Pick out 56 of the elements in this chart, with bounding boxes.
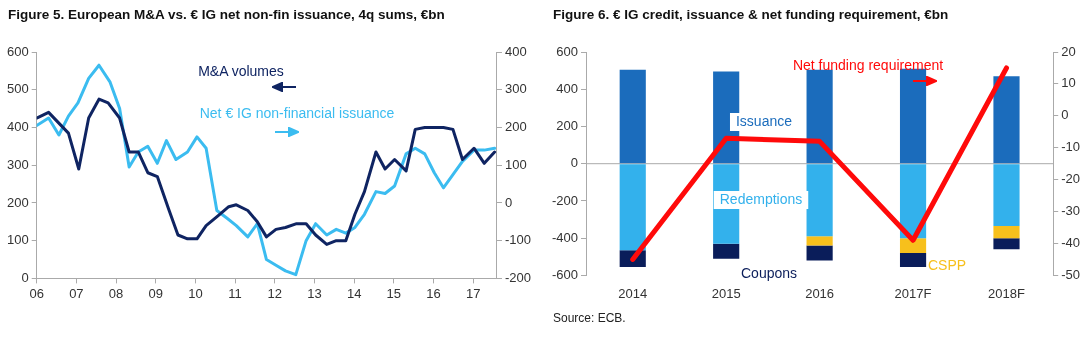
x-tick-label: 15 [386, 285, 402, 301]
x-tick-label: 10 [188, 285, 203, 301]
y2-tick-label: 0 [504, 194, 513, 210]
x-tick-label: 12 [267, 285, 283, 301]
chart-title: Figure 5. European M&A vs. € IG net non-fin issuance, 4q sums, €bn [7, 6, 446, 24]
y-tick-label: -600 [551, 266, 579, 282]
y-tick-label: 0 [570, 155, 579, 171]
x-tick-label: 17 [465, 285, 481, 301]
y2-tick-label: 200 [504, 119, 527, 135]
series-label: Redemptions [719, 190, 803, 207]
y-tick-label: -400 [551, 229, 579, 245]
chart-title: Figure 6. € IG credit, issuance & net funding requirement, €bn [552, 6, 950, 24]
x-tick-label: 2016 [805, 285, 835, 301]
x-tick-label: 11 [228, 285, 242, 301]
series-label: Net € IG non-financial issuance [199, 104, 395, 121]
x-tick-label: 09 [148, 285, 163, 301]
y-tick-label: 100 [6, 232, 29, 248]
x-tick-label: 2015 [711, 285, 741, 301]
y2-tick-label: 0 [1061, 107, 1069, 123]
y2-tick-label: -200 [504, 269, 532, 285]
x-tick-label: 07 [69, 285, 84, 301]
x-tick-label: 2014 [618, 285, 648, 301]
y2-tick-label: -20 [1061, 171, 1081, 187]
y-tick-label: 0 [21, 269, 29, 285]
y2-tick-label: 300 [504, 81, 527, 97]
text: Net funding requirement [792, 56, 944, 73]
source-note: Source: ECB. [552, 310, 627, 325]
y2-tick-label: 400 [504, 43, 527, 59]
y2-tick-label: 100 [504, 156, 527, 172]
y-tick-label: 400 [6, 119, 29, 135]
y-tick-label: 200 [556, 118, 579, 134]
y2-tick-label: -10 [1061, 139, 1081, 155]
y2-tick-label: -30 [1061, 203, 1081, 219]
y2-tick-label: -100 [504, 232, 532, 248]
y-tick-label: 600 [556, 43, 579, 59]
series-label: CSPP [927, 256, 967, 273]
y-tick-label: 200 [6, 194, 29, 210]
text: M&A volumes [198, 62, 284, 79]
y-tick-label: 300 [6, 156, 29, 172]
series-label: Issuance [735, 112, 793, 129]
y2-tick-label: 10 [1061, 75, 1076, 91]
y-tick-label: 400 [556, 80, 579, 96]
x-tick-label: 06 [29, 285, 44, 301]
series-label: Coupons [740, 264, 798, 281]
x-tick-label: 14 [346, 285, 362, 301]
y2-tick-label: -40 [1061, 235, 1081, 251]
x-tick-label: 13 [307, 285, 322, 301]
y-tick-label: 500 [6, 81, 29, 97]
x-tick-label: 2018F [988, 285, 1025, 301]
y-tick-label: -200 [551, 192, 579, 208]
y-tick-label: 600 [6, 43, 29, 59]
y2-tick-label: -50 [1061, 266, 1081, 282]
x-tick-label: 08 [108, 285, 124, 301]
x-tick-label: 2017F [894, 285, 932, 301]
x-tick-label: 16 [426, 285, 441, 301]
y2-tick-label: 20 [1061, 43, 1076, 59]
